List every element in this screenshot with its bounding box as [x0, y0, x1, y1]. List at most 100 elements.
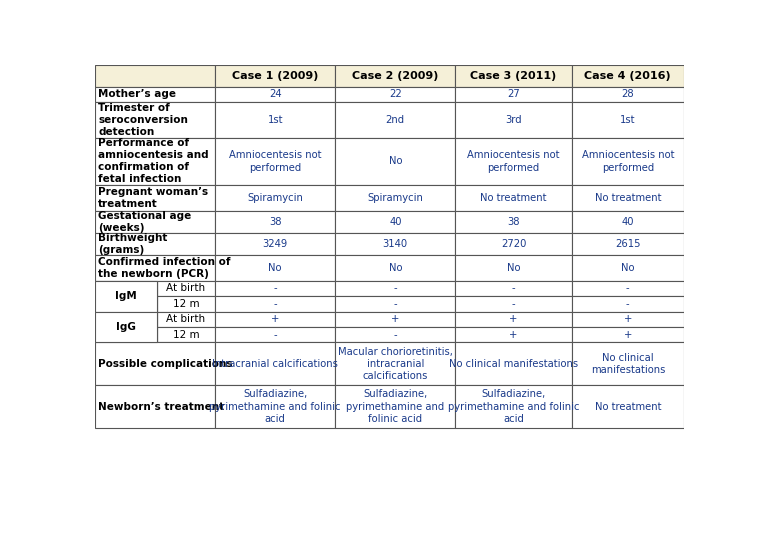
Bar [572, 296, 684, 312]
Bar [455, 137, 572, 185]
Bar [157, 327, 215, 342]
Text: 22: 22 [389, 90, 402, 99]
Bar [95, 102, 215, 137]
Text: No treatment: No treatment [594, 193, 661, 204]
Text: Mother’s age: Mother’s age [98, 90, 176, 99]
Bar [572, 312, 684, 327]
Text: 38: 38 [269, 217, 281, 227]
Text: -: - [511, 283, 515, 293]
Text: 3249: 3249 [262, 239, 288, 249]
Bar [572, 185, 684, 211]
Text: 12 m: 12 m [173, 299, 199, 309]
Bar [455, 281, 572, 296]
Text: Amniocentesis not
performed: Amniocentesis not performed [581, 150, 674, 173]
Bar [572, 102, 684, 137]
Text: 12 m: 12 m [173, 330, 199, 340]
Text: Case 4 (2016): Case 4 (2016) [584, 71, 671, 81]
Text: -: - [626, 299, 629, 309]
Bar [572, 255, 684, 281]
Text: 3rd: 3rd [505, 115, 522, 125]
Text: Performance of
amniocentesis and
confirmation of
fetal infection: Performance of amniocentesis and confirm… [98, 138, 209, 185]
Bar [215, 296, 335, 312]
Text: At birth: At birth [166, 283, 206, 293]
Bar [572, 87, 684, 102]
Text: IgG: IgG [116, 322, 136, 332]
Bar [455, 211, 572, 233]
Bar [95, 281, 157, 312]
Bar [572, 137, 684, 185]
Bar [215, 211, 335, 233]
Text: Birthweight
(grams): Birthweight (grams) [98, 233, 167, 255]
Bar [215, 102, 335, 137]
Bar [572, 65, 684, 87]
Bar [215, 65, 335, 87]
Text: +: + [391, 314, 400, 324]
Bar [455, 255, 572, 281]
Bar [215, 255, 335, 281]
Text: 38: 38 [507, 217, 520, 227]
Bar [335, 185, 455, 211]
Bar [572, 233, 684, 255]
Text: No: No [388, 156, 402, 166]
Bar [215, 312, 335, 327]
Text: Macular chorioretinitis,
intracranial
calcifications: Macular chorioretinitis, intracranial ca… [338, 346, 453, 381]
Text: -: - [394, 299, 397, 309]
Text: +: + [509, 314, 518, 324]
Text: +: + [624, 330, 632, 340]
Text: No treatment: No treatment [480, 193, 546, 204]
Text: Gestational age
(weeks): Gestational age (weeks) [98, 211, 192, 233]
Text: Amniocentesis not
performed: Amniocentesis not performed [229, 150, 321, 173]
Bar [335, 255, 455, 281]
Text: At birth: At birth [166, 314, 206, 324]
Bar [157, 296, 215, 312]
Text: Pregnant woman’s
treatment: Pregnant woman’s treatment [98, 187, 208, 210]
Bar [572, 281, 684, 296]
Bar [572, 386, 684, 428]
Text: No clinical manifestations: No clinical manifestations [449, 359, 578, 369]
Bar [335, 281, 455, 296]
Bar [215, 386, 335, 428]
Bar [157, 312, 215, 327]
Text: 27: 27 [507, 90, 520, 99]
Text: 24: 24 [269, 90, 281, 99]
Text: IgM: IgM [115, 291, 137, 301]
Text: Intracranial calcifications: Intracranial calcifications [212, 359, 338, 369]
Text: 2615: 2615 [615, 239, 641, 249]
Bar [455, 296, 572, 312]
Bar [335, 342, 455, 386]
Text: No: No [268, 263, 282, 273]
Bar [455, 65, 572, 87]
Bar [455, 386, 572, 428]
Bar [455, 342, 572, 386]
Bar [215, 137, 335, 185]
Bar [215, 342, 335, 386]
Bar [215, 185, 335, 211]
Text: Sulfadiazine,
pyrimethamine and folinic
acid: Sulfadiazine, pyrimethamine and folinic … [210, 389, 341, 424]
Text: -: - [394, 283, 397, 293]
Text: Newborn’s treatment: Newborn’s treatment [98, 402, 224, 412]
Text: Possible complications: Possible complications [98, 359, 233, 369]
Bar [157, 281, 215, 296]
Bar [455, 102, 572, 137]
Bar [95, 296, 157, 312]
Bar [95, 65, 215, 87]
Bar [455, 327, 572, 342]
Text: Case 1 (2009): Case 1 (2009) [232, 71, 318, 81]
Text: +: + [509, 330, 518, 340]
Text: 1st: 1st [620, 115, 635, 125]
Text: +: + [271, 314, 280, 324]
Text: Sulfadiazine,
pyrimethamine and
folinic acid: Sulfadiazine, pyrimethamine and folinic … [347, 389, 445, 424]
Text: 1st: 1st [268, 115, 283, 125]
Bar [215, 233, 335, 255]
Text: Amniocentesis not
performed: Amniocentesis not performed [467, 150, 560, 173]
Text: 40: 40 [622, 217, 634, 227]
Bar [335, 137, 455, 185]
Text: 2nd: 2nd [386, 115, 405, 125]
Text: 2720: 2720 [501, 239, 526, 249]
Bar [95, 342, 215, 386]
Text: 3140: 3140 [383, 239, 408, 249]
Bar [95, 312, 157, 327]
Text: No: No [388, 263, 402, 273]
Text: 40: 40 [389, 217, 401, 227]
Text: Spiramycin: Spiramycin [367, 193, 423, 204]
